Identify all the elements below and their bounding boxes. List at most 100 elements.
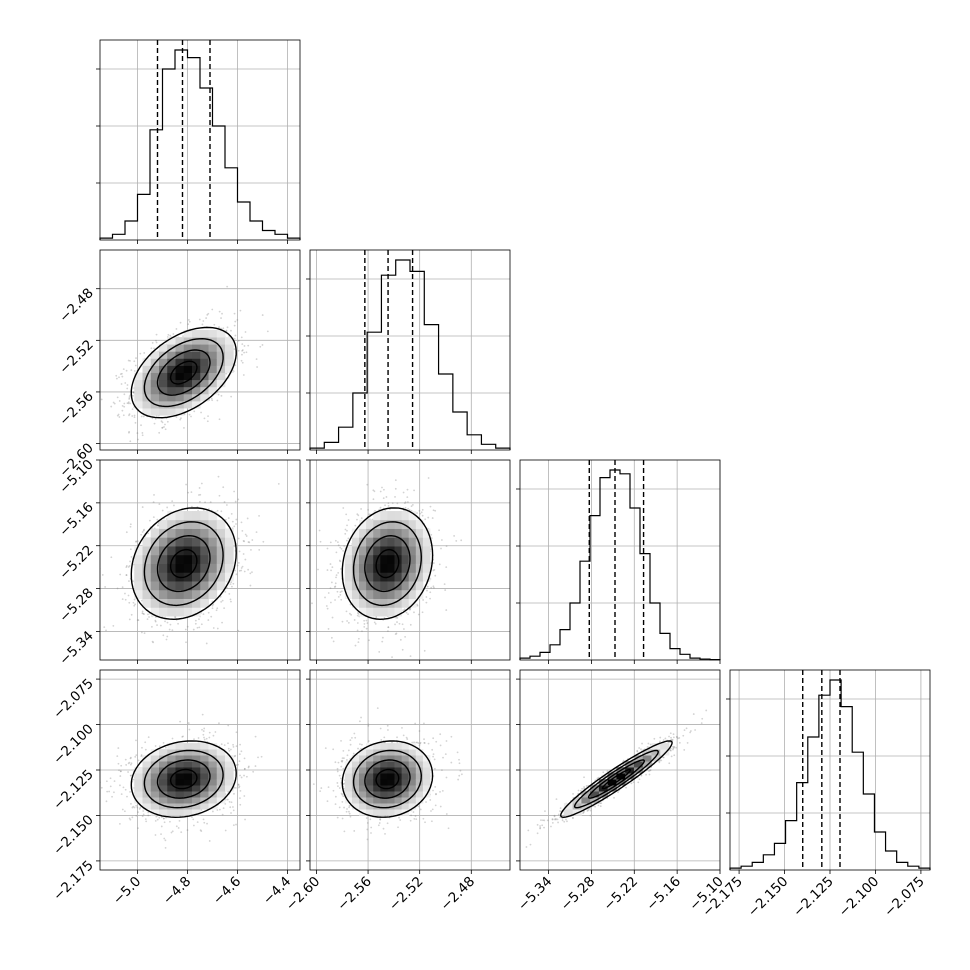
sample-point [237,349,240,352]
density-cell [159,379,168,388]
sample-point [433,568,436,571]
sample-point [229,598,232,601]
sample-point [154,417,157,420]
sample-point [105,780,108,783]
sample-point [233,792,235,795]
sample-point [187,491,190,494]
sample-point [120,793,123,796]
sample-point [202,613,205,616]
sample-point [381,640,384,643]
sample-point [127,401,130,404]
sample-point [211,308,214,311]
sample-point [438,563,441,566]
density-cell [366,598,374,608]
sample-point [363,623,366,625]
sample-point [429,505,432,508]
sample-point [394,487,397,490]
sample-point [222,327,225,330]
sample-point [207,312,210,315]
sample-point [255,531,258,534]
sample-point [140,424,142,427]
sample-point [402,491,405,494]
density-cell [401,528,410,538]
sample-point [241,343,244,346]
sample-point [340,548,343,550]
density-cell [150,351,160,359]
sample-point [128,618,131,621]
sample-point [141,599,143,602]
sample-point [113,791,115,794]
sample-point [339,546,342,549]
sample-point [132,391,135,394]
sample-point [153,494,155,496]
density-cell [167,546,176,556]
density-cell [380,598,388,608]
sample-point [367,509,369,511]
scatter-panel-0-2 [96,459,301,664]
density-cell [192,519,201,529]
density-cell [225,351,234,359]
density-cell [175,365,185,373]
sample-point [128,430,131,433]
density-cell [415,572,424,582]
scatter-panel-0-1 [96,249,301,454]
sample-point [340,568,342,570]
sample-point [235,823,237,826]
sample-point [135,540,138,543]
sample-point [346,529,348,532]
density-cell [134,554,143,564]
sample-point [330,569,332,572]
sample-point [158,503,161,506]
sample-point [234,500,237,503]
sample-point [240,359,243,362]
sample-point [240,336,243,339]
sample-point [416,603,419,606]
density-cell [394,511,403,521]
sample-point [199,829,202,832]
density-cell [134,546,143,556]
sample-point [230,395,233,398]
density-cell [167,386,176,395]
sample-point [204,501,206,504]
sample-point [430,586,433,589]
density-cell [225,572,234,582]
sample-point [127,402,130,405]
sample-point [225,329,228,332]
sample-point [402,609,405,612]
density-cell [208,511,218,521]
sample-point [261,344,264,346]
sample-point [409,607,412,610]
density-cell [167,589,176,599]
sample-point [232,809,235,812]
sample-point [356,622,359,624]
density-cell [167,379,176,388]
sample-point [120,383,123,385]
density-cell [380,537,388,547]
sample-point [152,641,155,644]
sample-point [431,517,434,519]
sample-point [127,566,130,568]
sample-point [236,564,239,567]
sample-point [188,320,191,323]
sample-point [216,607,219,610]
sample-point [347,519,350,521]
sample-point [216,399,219,402]
sample-point [128,431,130,434]
sample-point [227,517,230,519]
density-cell [183,379,193,388]
sample-point [128,398,131,400]
density-cell [192,572,201,582]
sample-point [421,508,424,511]
density-cell [142,537,152,547]
sample-point [136,540,139,543]
sample-point [406,488,409,491]
sample-point [122,368,125,371]
density-cell [380,581,388,591]
sample-point [234,334,237,337]
density-cell [167,358,176,366]
sample-point [329,563,332,565]
hist-panel-2 [516,459,721,664]
sample-point [153,347,155,350]
sample-point [200,482,203,485]
sample-point [224,829,227,832]
